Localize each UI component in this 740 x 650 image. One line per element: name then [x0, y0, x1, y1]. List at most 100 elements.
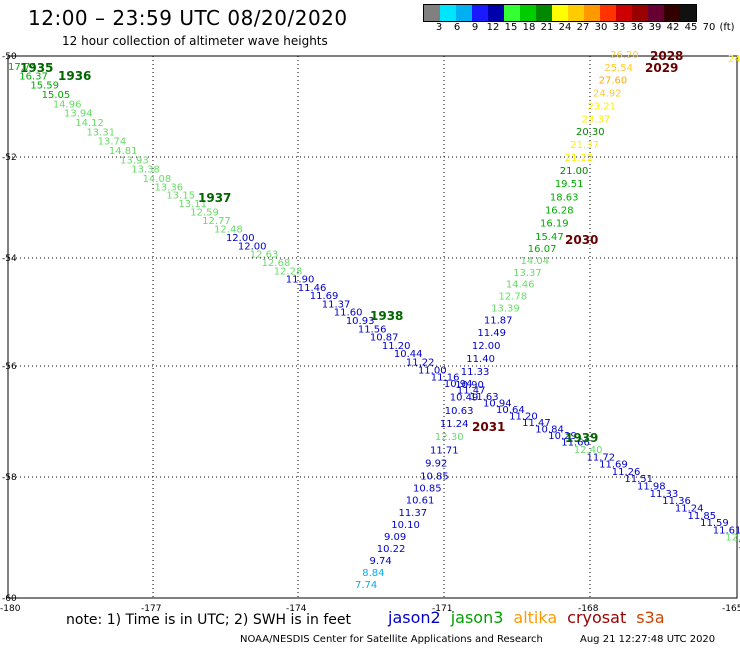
wave-height-value: 11.66	[561, 438, 590, 449]
satellite-legend-s3a: s3a	[636, 608, 665, 627]
scale-swatch	[648, 5, 664, 21]
lat-lon-grid	[7, 55, 738, 599]
wave-height-value: 12.78	[498, 292, 527, 303]
wave-height-value: 16.28	[545, 205, 574, 216]
wave-height-value: 14.08	[143, 174, 172, 185]
wave-height-value: 12.63	[250, 250, 279, 261]
wave-height-value: 11.56	[358, 324, 387, 335]
wave-height-value: 10.85	[420, 472, 449, 483]
wave-height-value: 11.85	[687, 511, 716, 522]
scale-tick-label: 70	[702, 22, 716, 33]
wave-height-value: 12.28	[274, 266, 303, 277]
scale-tick-label: 18	[522, 22, 536, 33]
swh-scale-labels: 3 6 9 12 15 18 21 24 27 30 33 36 39 42 45 70 (ft)	[423, 22, 740, 36]
wave-height-value: 11.69	[599, 460, 628, 471]
wave-height-value: 27.60	[599, 76, 628, 87]
wave-height-value: 10.10	[391, 520, 420, 531]
scale-tick-label: 42	[666, 22, 680, 33]
scale-swatch	[552, 5, 568, 21]
scale-swatch	[632, 5, 648, 21]
wave-height-value: 15.59	[30, 81, 59, 92]
wave-height-value: 11.51	[624, 474, 653, 485]
latitude-tick-label: -52	[2, 153, 17, 163]
wave-height-value: 11.98	[637, 482, 666, 493]
wave-height-value: 10.29	[548, 431, 577, 442]
wave-height-value: 12.00	[226, 233, 255, 244]
scale-tick-label: 15	[504, 22, 518, 33]
latitude-tick-label: -56	[2, 362, 17, 372]
wave-height-value: 10.94	[444, 379, 473, 390]
footnote: note: 1) Time is in UTC; 2) SWH is in fe…	[66, 612, 352, 628]
wave-height-value: 11.24	[440, 419, 469, 430]
longitude-tick-label: -177	[141, 604, 161, 614]
wave-height-value: 13.93	[120, 155, 149, 166]
wave-height-value: 10.94	[483, 399, 512, 410]
wave-height-value: 11.46	[298, 283, 327, 294]
scale-tick-label: 3	[435, 22, 443, 33]
scale-swatch	[424, 5, 440, 21]
wave-height-value: 11.36	[662, 496, 691, 507]
scale-swatch	[568, 5, 584, 21]
wave-height-value: 7.74	[355, 580, 377, 591]
scale-swatch	[536, 5, 552, 21]
wave-height-value: 12.77	[202, 216, 231, 227]
wave-height-value: 21.22	[565, 153, 594, 164]
scale-tick-label: 39	[648, 22, 662, 33]
axis-tick-labels: -50 -52 -54 -56 -58 -60-180 -177 -174 -171 -168 -1…	[0, 52, 740, 614]
wave-height-value: 12.40	[574, 445, 603, 456]
scale-tick-label: 33	[612, 22, 626, 33]
wave-height-value: 11.90	[286, 275, 315, 286]
wave-height-value: 12.59	[190, 208, 219, 219]
wave-height-value: 16.07	[528, 244, 557, 255]
scale-swatch	[504, 5, 520, 21]
wave-height-value: 10.63	[445, 406, 474, 417]
latitude-tick-label: -54	[2, 254, 17, 264]
wave-height-value: 13.36	[155, 182, 184, 193]
scale-tick-label: 36	[630, 22, 644, 33]
wave-height-value: 11.47	[522, 418, 551, 429]
wave-height-value: 11.61	[713, 525, 740, 536]
wave-height-value: 12.00	[238, 241, 267, 252]
wave-height-value: 11.40	[466, 354, 495, 365]
wave-height-value: 11.24	[675, 503, 704, 514]
scale-tick-label: (ft)	[719, 22, 735, 33]
wave-height-value: 10.87	[370, 333, 399, 344]
wave-height-value: 13.74	[98, 137, 127, 148]
wave-height-value: 10.93	[346, 316, 375, 327]
scale-swatch	[680, 5, 696, 21]
scale-tick-label: 9	[471, 22, 479, 33]
wave-height-value: 12.30	[435, 432, 464, 443]
wave-height-value: 11.00	[418, 366, 447, 377]
pass-time-label: 1935	[20, 61, 53, 75]
generation-timestamp: Aug 21 12:27:48 UTC 2020	[580, 634, 716, 645]
map-subtitle: 12 hour collection of altimeter wave hei…	[62, 34, 328, 48]
wave-height-value: 12.48	[214, 224, 243, 235]
wave-height-value: 8.84	[362, 568, 384, 579]
wave-height-value: 11.37	[398, 508, 427, 519]
pass-time-label: 1938	[370, 309, 403, 323]
wave-height-value: 11.22	[406, 357, 435, 368]
pass-time-label: 1937	[198, 191, 231, 205]
scale-tick-label: 12	[486, 22, 500, 33]
wave-height-value: 14.12	[75, 118, 104, 129]
scale-swatch	[456, 5, 472, 21]
scale-swatch	[664, 5, 680, 21]
scale-tick-label: 24	[558, 22, 572, 33]
scale-swatch	[472, 5, 488, 21]
wave-height-value: 11.87	[484, 316, 513, 327]
wave-height-value: 11.20	[509, 412, 538, 423]
wave-height-value: 21.37	[570, 140, 599, 151]
wave-height-value: 16.19	[540, 219, 569, 230]
wave-height-value: 13.37	[513, 268, 542, 279]
wave-height-value: 12.34	[725, 533, 740, 544]
latitude-tick-label: -60	[2, 594, 17, 604]
wave-height-value: 12.68	[262, 258, 291, 269]
wave-height-value: 11.26	[612, 467, 641, 478]
wave-height-value: 11.60	[334, 308, 363, 319]
scale-swatch	[600, 5, 616, 21]
wave-height-value: 11.33	[461, 367, 490, 378]
wave-height-value: 14.46	[506, 280, 535, 291]
wave-height-value: 11	[738, 540, 740, 551]
wave-height-value: 13.15	[166, 191, 195, 202]
